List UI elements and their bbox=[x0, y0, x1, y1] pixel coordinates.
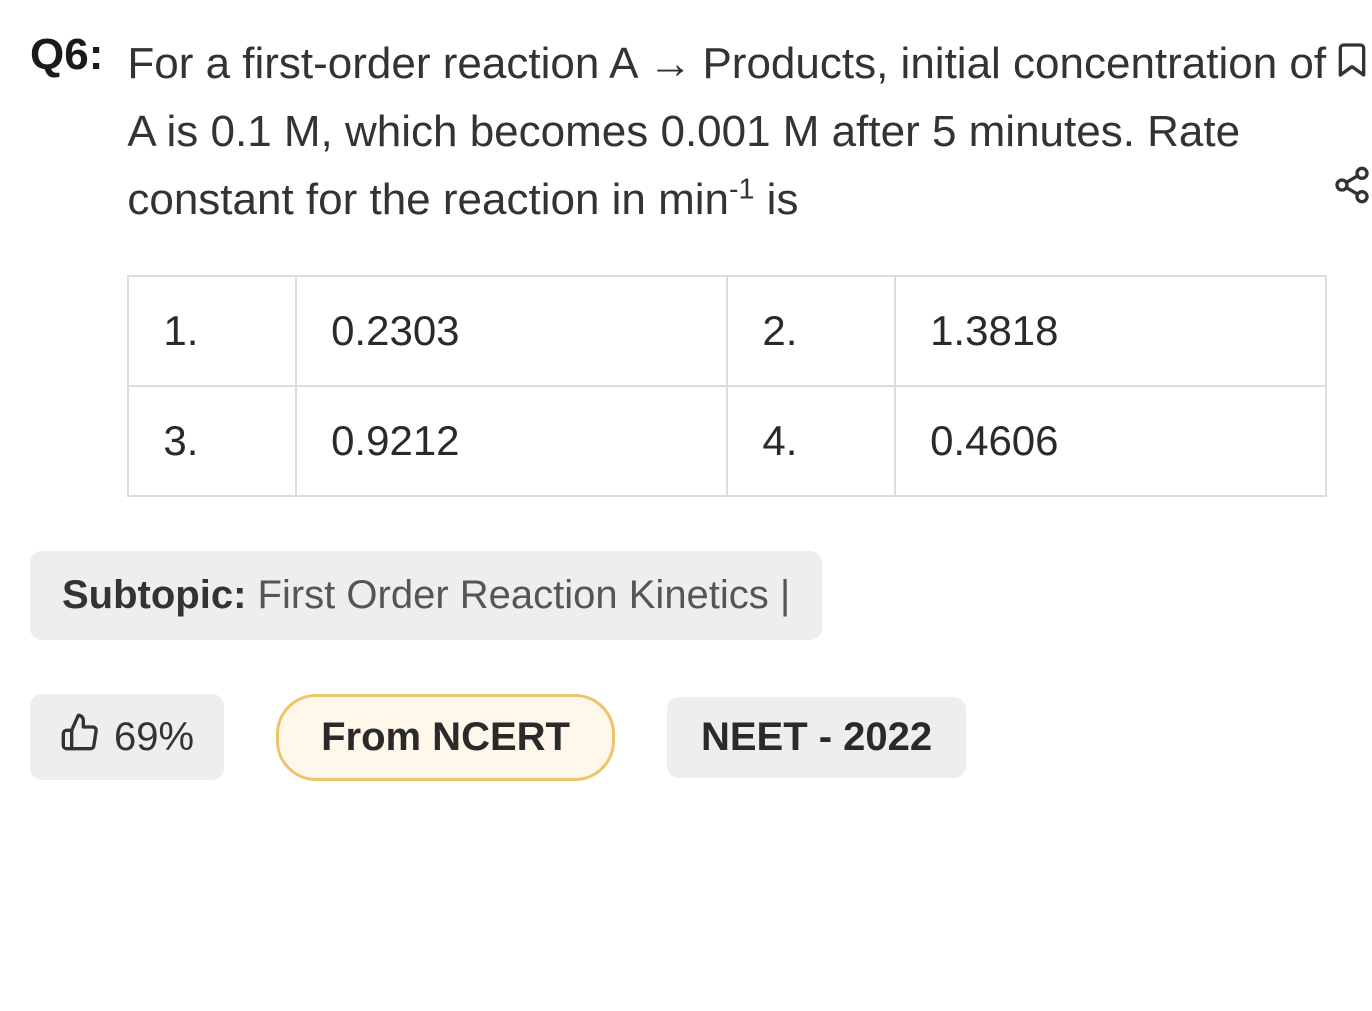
question-body: For a first-order reaction A → Products,… bbox=[127, 30, 1352, 497]
bookmark-icon[interactable] bbox=[1332, 40, 1372, 85]
option-value[interactable]: 0.9212 bbox=[296, 386, 727, 496]
qtext-pre: For a first-order reaction A bbox=[127, 39, 648, 88]
arrow-glyph: → bbox=[648, 39, 690, 88]
option-number[interactable]: 3. bbox=[128, 386, 296, 496]
table-row: 3. 0.9212 4. 0.4606 bbox=[128, 386, 1326, 496]
question-number: Q6: bbox=[30, 30, 103, 80]
subtopic-pill[interactable]: Subtopic: First Order Reaction Kinetics … bbox=[30, 551, 822, 640]
qtext-post: is bbox=[754, 175, 798, 224]
option-value[interactable]: 0.2303 bbox=[296, 276, 727, 386]
ncert-badge[interactable]: From NCERT bbox=[276, 694, 615, 781]
ncert-label: From NCERT bbox=[321, 715, 570, 760]
exam-badge[interactable]: NEET - 2022 bbox=[667, 697, 966, 778]
table-row: 1. 0.2303 2. 1.3818 bbox=[128, 276, 1326, 386]
option-number[interactable]: 2. bbox=[727, 276, 895, 386]
exam-label: NEET - 2022 bbox=[701, 715, 932, 760]
option-value[interactable]: 1.3818 bbox=[895, 276, 1326, 386]
subtopic-value: First Order Reaction Kinetics | bbox=[246, 573, 790, 617]
like-button[interactable]: 69% bbox=[30, 694, 224, 780]
option-value[interactable]: 0.4606 bbox=[895, 386, 1326, 496]
subtopic-label: Subtopic: bbox=[62, 573, 246, 617]
question-block: Q6: For a first-order reaction A → Produ… bbox=[30, 30, 1352, 497]
option-number[interactable]: 4. bbox=[727, 386, 895, 496]
question-text: For a first-order reaction A → Products,… bbox=[127, 30, 1352, 235]
option-number[interactable]: 1. bbox=[128, 276, 296, 386]
thumbs-up-icon bbox=[60, 712, 100, 762]
like-percent: 69% bbox=[114, 715, 194, 760]
options-table: 1. 0.2303 2. 1.3818 3. 0.9212 4. 0.4606 bbox=[127, 275, 1327, 497]
qtext-sup: -1 bbox=[729, 174, 754, 206]
side-action-icons bbox=[1332, 40, 1372, 210]
footer-row: 69% From NCERT NEET - 2022 bbox=[30, 694, 1352, 781]
share-icon[interactable] bbox=[1332, 165, 1372, 210]
